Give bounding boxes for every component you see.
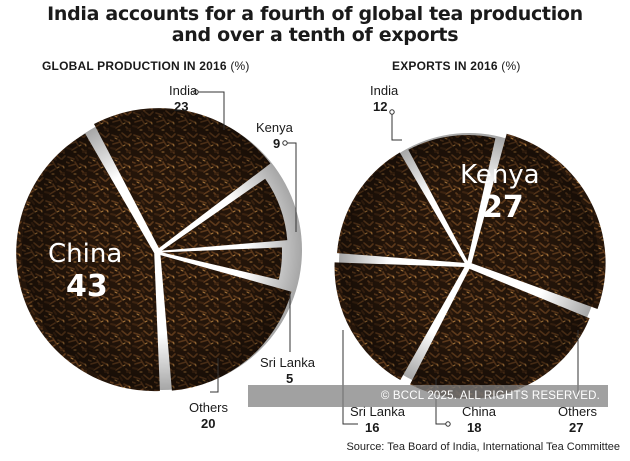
label-exports-china-name: China [462, 404, 497, 419]
label-production-others-value: 20 [201, 416, 215, 431]
label-exports-india-value: 12 [373, 99, 387, 114]
label-production-india-value: 23 [174, 99, 188, 114]
label-exports-sri-lanka-name: Sri Lanka [350, 404, 406, 419]
label-production-china-name: China [48, 239, 122, 269]
label-exports-kenya-value: 27 [482, 190, 524, 225]
chart-title: India accounts for a fourth of global te… [0, 4, 630, 46]
leader-line-exports-india [391, 112, 402, 141]
leader-line-exports-sri-lanka [342, 330, 358, 425]
leader-dot-kenya [282, 140, 288, 146]
label-production-others-name: Others [189, 400, 229, 415]
production-subtitle: GLOBAL PRODUCTION IN 2016 (%) [42, 59, 250, 73]
label-exports-others-name: Others [558, 404, 598, 419]
production-pie-shade [22, 110, 302, 390]
leader-line-kenya [285, 142, 297, 232]
label-production-kenya-value: 9 [273, 136, 280, 151]
chart-title-line-2: and over a tenth of exports [171, 24, 459, 46]
production-subtitle-unit: (%) [230, 59, 250, 73]
exports-pie-shade [339, 133, 599, 393]
leader-dot-india [193, 89, 199, 95]
label-exports-india-name: India [370, 83, 399, 98]
source-note: Source: Tea Board of India, Internationa… [346, 441, 620, 453]
exports-subtitle: EXPORTS IN 2016 (%) [392, 59, 521, 73]
label-production-china-value: 43 [66, 269, 108, 304]
chart-title-line-1: India accounts for a fourth of global te… [47, 3, 583, 25]
leader-line-india [196, 91, 225, 130]
leader-dot-exports-china [445, 421, 451, 427]
leader-dot-exports-india [389, 109, 395, 115]
label-production-kenya-name: Kenya [256, 120, 294, 135]
label-exports-kenya-name: Kenya [460, 160, 540, 190]
copyright-watermark: © BCCL 2025. ALL RIGHTS RESERVED. [248, 385, 608, 407]
label-exports-china-value: 18 [467, 420, 481, 435]
label-production-india-name: India [169, 83, 198, 98]
leader-line-others [210, 358, 219, 393]
production-subtitle-text: GLOBAL PRODUCTION IN 2016 [42, 59, 227, 73]
label-exports-sri-lanka-value: 16 [365, 420, 379, 435]
production-pie [16, 108, 302, 392]
production-leader-lines [196, 91, 297, 393]
exports-subtitle-unit: (%) [501, 59, 521, 73]
label-production-sri-lanka-name: Sri Lanka [260, 355, 316, 370]
label-production-sri-lanka-value: 5 [286, 371, 293, 386]
exports-pie [334, 133, 606, 399]
label-exports-others-value: 27 [569, 420, 583, 435]
exports-subtitle-text: EXPORTS IN 2016 [392, 59, 498, 73]
